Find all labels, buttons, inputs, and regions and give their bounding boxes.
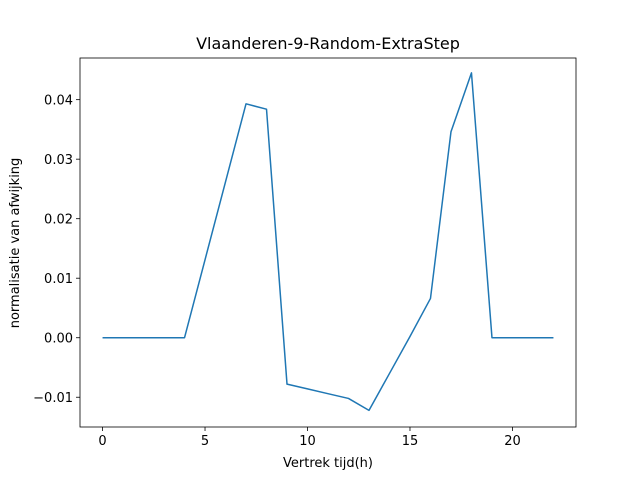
y-tick-label: 0.02 (44, 213, 73, 228)
axes-frame (79, 57, 577, 428)
x-tick-label: 20 (504, 434, 521, 449)
series-line-0 (102, 72, 554, 412)
x-axis-label: Vertrek tijd(h) (283, 456, 373, 471)
y-tick-label: 0.03 (44, 153, 73, 168)
x-tick-label: 10 (299, 434, 316, 449)
y-tick-label: −0.01 (33, 391, 73, 406)
x-tick-label: 15 (402, 434, 419, 449)
chart-title: Vlaanderen-9-Random-ExtraStep (196, 34, 460, 53)
x-tick-label: 0 (98, 434, 106, 449)
y-tick-label: 0.04 (44, 94, 73, 109)
plot-area: 0 5 10 15 20 −0.01 0.00 0.01 0.02 0.03 0.04 (33, 57, 577, 449)
y-tick-label: 0.00 (44, 332, 73, 347)
y-axis-label: normalisatie van afwijking (8, 158, 23, 329)
x-tick-label: 5 (201, 434, 209, 449)
y-tick-label: 0.01 (44, 272, 73, 287)
